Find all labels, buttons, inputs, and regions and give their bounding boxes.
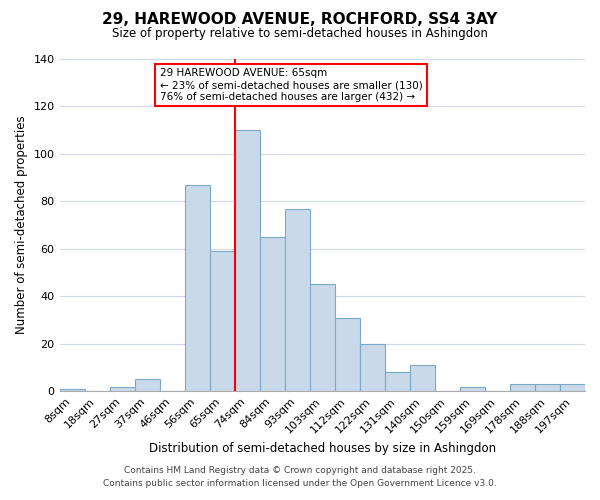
Bar xyxy=(385,372,410,392)
Bar xyxy=(260,237,285,392)
Bar xyxy=(209,252,235,392)
Y-axis label: Number of semi-detached properties: Number of semi-detached properties xyxy=(15,116,28,334)
Bar xyxy=(134,380,160,392)
Bar xyxy=(310,284,335,392)
Bar xyxy=(335,318,360,392)
Bar xyxy=(59,389,85,392)
Bar xyxy=(410,365,435,392)
Bar xyxy=(510,384,535,392)
Bar xyxy=(285,208,310,392)
Text: Size of property relative to semi-detached houses in Ashingdon: Size of property relative to semi-detach… xyxy=(112,28,488,40)
Bar xyxy=(110,386,134,392)
Text: 29 HAREWOOD AVENUE: 65sqm
← 23% of semi-detached houses are smaller (130)
76% of: 29 HAREWOOD AVENUE: 65sqm ← 23% of semi-… xyxy=(160,68,422,102)
Bar xyxy=(235,130,260,392)
Text: Contains HM Land Registry data © Crown copyright and database right 2025.
Contai: Contains HM Land Registry data © Crown c… xyxy=(103,466,497,487)
Bar xyxy=(360,344,385,392)
X-axis label: Distribution of semi-detached houses by size in Ashingdon: Distribution of semi-detached houses by … xyxy=(149,442,496,455)
Bar xyxy=(185,185,209,392)
Bar xyxy=(560,384,585,392)
Text: 29, HAREWOOD AVENUE, ROCHFORD, SS4 3AY: 29, HAREWOOD AVENUE, ROCHFORD, SS4 3AY xyxy=(103,12,497,28)
Bar xyxy=(460,386,485,392)
Bar xyxy=(535,384,560,392)
